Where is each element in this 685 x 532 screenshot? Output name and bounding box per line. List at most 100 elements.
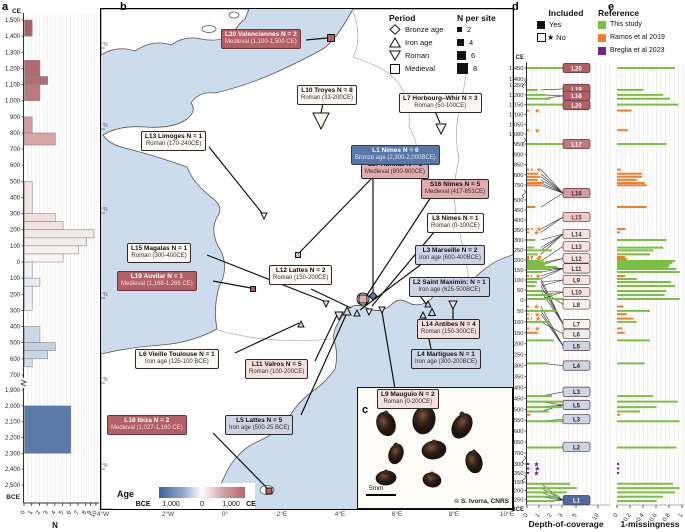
site-badge-L10	[562, 286, 591, 298]
leader-line	[305, 37, 328, 41]
panel-d-ytick: 450	[514, 208, 524, 214]
site-label-title: L6 Vieille Toulouse N = 1	[139, 351, 215, 358]
panel-a-ytick: 2,000	[5, 404, 21, 410]
panel-e-xtick: 0.8	[662, 512, 672, 523]
badge-leader-line	[540, 290, 564, 325]
panel-d-ytick: 1,400	[509, 77, 524, 83]
panel-d-ytick: 150	[514, 268, 524, 274]
panel-d-ytick: 1,000	[509, 132, 524, 138]
site-badge-label: L16	[571, 192, 582, 198]
panel-e-xtick: 1	[678, 512, 685, 519]
panel-a-ytick: 1,000	[5, 99, 21, 105]
age-colorbar	[159, 487, 245, 498]
n-value: 2	[467, 25, 472, 34]
site-badge-label: L18	[571, 94, 582, 100]
panel-d-ytick: 150	[514, 331, 524, 337]
age-label-bce: BCE	[135, 501, 151, 508]
site-badge-L7	[562, 318, 591, 330]
site-marker-sq	[295, 252, 301, 258]
histogram-bar	[24, 181, 33, 214]
site-label-title: L12 Lattes N = 2	[275, 267, 326, 274]
badge-leader-line	[540, 268, 564, 280]
excluded-star-icon: ★	[533, 303, 539, 311]
site-badge-label: L3	[573, 390, 581, 396]
missingness-axis-title: 1-missingness	[620, 519, 680, 529]
badge-leader-line	[540, 216, 564, 230]
panel-d-ytick: 600	[514, 429, 524, 435]
site-label-L15: L15 Magalas N = 1 Roman (300-400CE)	[127, 243, 192, 264]
panel-a-xtick: 3	[43, 509, 50, 515]
site-label-period: Iron age (300-200BCE)	[415, 359, 478, 366]
site-label-period: Roman (0-100CE)	[431, 223, 480, 230]
panel-a-ytick: 1,900	[5, 388, 21, 394]
panel-d-ytick: 1,300	[509, 462, 524, 468]
excluded-star-icon: ★	[534, 107, 540, 115]
period-roman-label: Roman	[405, 51, 430, 60]
panel-a-ytick: 1,200	[5, 66, 21, 72]
site-marker-tu	[424, 299, 432, 308]
site-marker-sq	[265, 487, 273, 495]
included-no-icon	[537, 33, 546, 42]
lon-tick-label: 10°E	[499, 511, 515, 518]
site-marker-tu	[353, 308, 361, 317]
site-marker-td	[260, 212, 268, 221]
panel-a-xtick: 7	[74, 509, 81, 515]
panel-a-ytick: 300	[10, 212, 21, 218]
square-icon	[390, 64, 400, 74]
excluded-star-icon: ★	[534, 127, 540, 135]
badge-leader-line	[540, 192, 564, 208]
included-yes-label: Yes	[549, 20, 562, 29]
excluded-star-icon: ★	[534, 465, 540, 473]
leader-line	[212, 280, 252, 289]
n-value: 4	[469, 38, 474, 47]
histogram-bar	[24, 132, 56, 146]
site-badge-label: L17	[571, 142, 582, 148]
panel-a-xtick: 4	[51, 509, 58, 515]
site-label-L8: L8 Nimes N = 1 Roman (0-100CE)	[427, 213, 484, 234]
histogram-bar	[24, 76, 48, 85]
period-legend-title: Period	[389, 13, 416, 23]
site-label-L4: L4 Martigues N = 1 Iron age (300-200BCE)	[411, 349, 482, 370]
panel-letter-a: a	[2, 1, 9, 13]
site-label-title: L19 Auvilar N = 1	[130, 273, 184, 280]
site-label-title: L11 Valros N = 5	[251, 361, 302, 368]
panel-d-ytick: 400	[514, 385, 524, 391]
badge-leader-line	[540, 279, 564, 283]
age-colorbar-legend: Age BCE 1,000 0 1,000 CE	[113, 483, 256, 509]
panel-d-ytick: 1,450	[509, 66, 524, 72]
seed-stalk	[383, 410, 389, 416]
panel-d-ytick: 250	[514, 353, 524, 359]
panel-a-ytick: 600	[10, 163, 21, 169]
panel-d-ytick: 700	[514, 451, 524, 457]
site-badge-L17	[562, 138, 591, 150]
n-per-site-legend: N per site 2 4 6 8	[457, 13, 496, 75]
site-label-period: Medieval (1,100-1,500 CE)	[225, 39, 297, 46]
seed-stalk	[429, 471, 435, 477]
breglia-swatch-icon	[598, 46, 606, 55]
leader-line	[234, 322, 300, 354]
island	[201, 25, 217, 33]
leader-line	[300, 314, 347, 416]
panel-d-ytick: 200	[514, 342, 524, 348]
n-square-6-icon	[457, 51, 466, 60]
age-legend-title: Age	[117, 489, 135, 499]
panel-a-ytick: 1,500	[5, 18, 21, 24]
site-badge-label: L8	[573, 303, 581, 309]
seed-image	[451, 413, 473, 439]
site-badge-label: L11	[571, 267, 582, 273]
panel-d-ytick: 50	[517, 288, 523, 294]
badge-leader-line	[540, 88, 564, 91]
site-badge-label: L5	[573, 344, 581, 350]
histogram-bar	[24, 213, 56, 222]
leader-line	[314, 314, 338, 362]
panel-a-ytick: 200	[10, 228, 21, 234]
site-label-period: Roman (50-100CE)	[414, 103, 467, 110]
panel-a-ytick: 700	[10, 147, 21, 153]
seed-photos	[375, 404, 483, 488]
ramos-swatch-icon	[598, 33, 606, 42]
site-label-title: L1 Nimes N = 6	[372, 147, 419, 154]
panel-a-xtick: 6	[66, 509, 73, 515]
site-badge-L20	[562, 62, 591, 74]
seed-image	[388, 443, 404, 465]
